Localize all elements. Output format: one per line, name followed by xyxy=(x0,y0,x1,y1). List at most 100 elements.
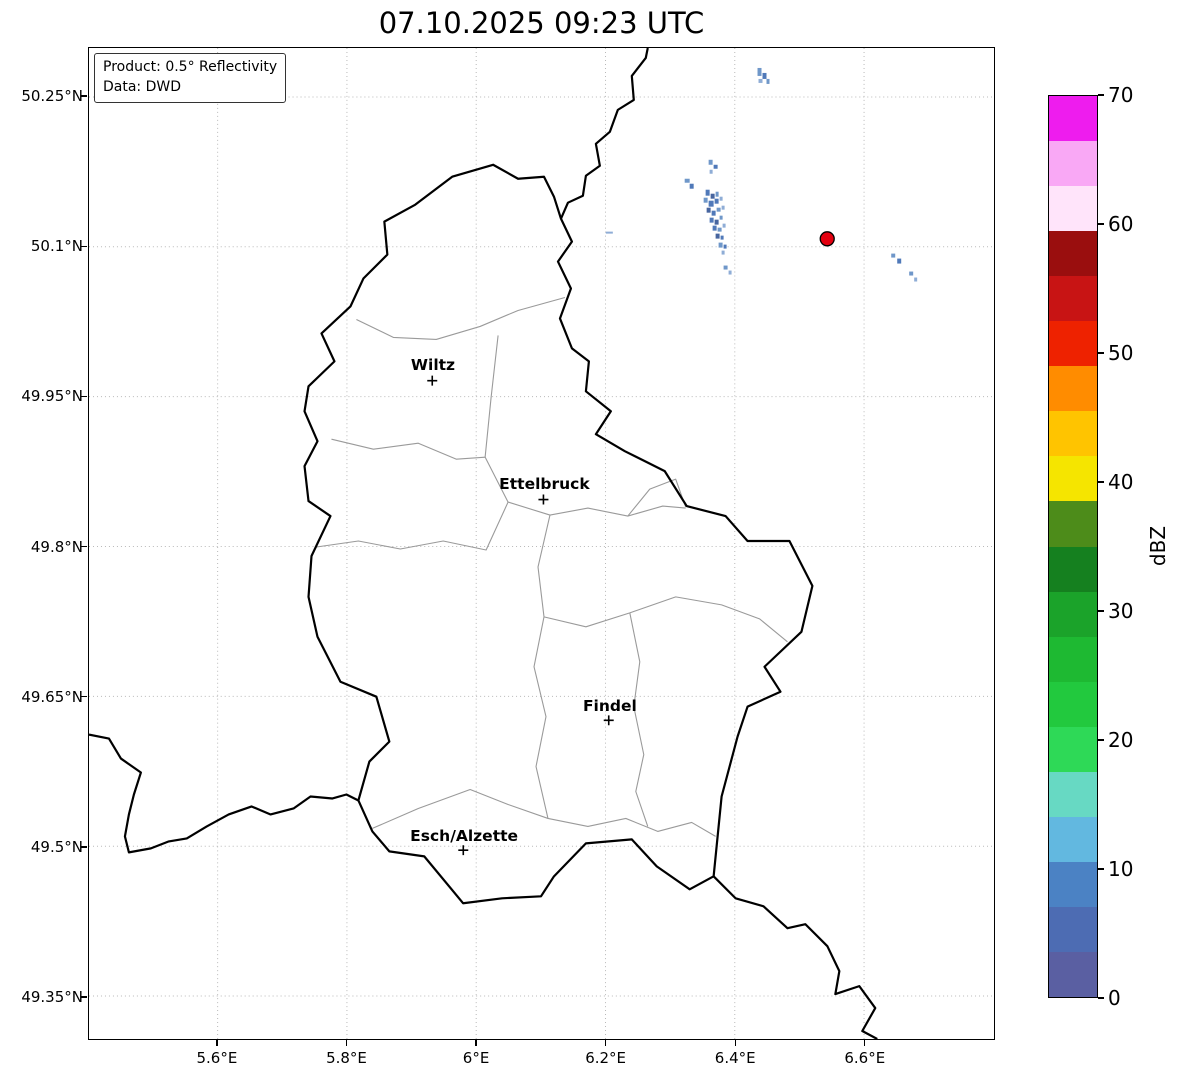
city-markers xyxy=(427,375,614,856)
x-tick-mark xyxy=(734,1040,736,1046)
radar-echo-cell xyxy=(712,225,717,231)
colorbar-tick-mark xyxy=(1098,997,1104,999)
radar-echo-cell xyxy=(709,169,713,174)
radar-echo-cell xyxy=(708,159,713,165)
map-canvas xyxy=(89,48,994,1039)
colorbar-tick-label: 70 xyxy=(1108,83,1134,107)
colorbar-tick-mark xyxy=(1098,223,1104,225)
radar-echo-cell xyxy=(914,277,918,282)
colorbar xyxy=(1048,95,1098,998)
district-border-line xyxy=(507,501,686,517)
luxembourg-outline xyxy=(303,163,814,905)
radar-echo-cell xyxy=(909,271,914,276)
radar-echo-cell xyxy=(708,200,714,207)
radar-echo-cell xyxy=(721,205,725,210)
figure-title: 07.10.2025 09:23 UTC xyxy=(378,6,705,40)
colorbar-band xyxy=(1049,771,1097,817)
colorbar-tick-label: 20 xyxy=(1108,728,1134,752)
colorbar-band xyxy=(1049,276,1097,322)
radar-echo-cell xyxy=(605,231,613,234)
radar-echo-cell xyxy=(715,233,720,239)
colorbar-tick-label: 40 xyxy=(1108,470,1134,494)
radar-echo-cell xyxy=(711,210,716,216)
x-tick-mark xyxy=(605,1040,607,1046)
radar-echoes xyxy=(605,67,918,282)
x-tick-mark xyxy=(475,1040,477,1046)
colorbar-band xyxy=(1049,366,1097,412)
y-tick-mark xyxy=(81,696,87,698)
colorbar-tick-mark xyxy=(1098,868,1104,870)
radar-echo-cell xyxy=(689,183,694,189)
x-tick-label: 6.4°E xyxy=(714,1049,756,1067)
colorbar-band xyxy=(1049,411,1097,457)
france-belgium-border xyxy=(89,733,359,854)
city-marker xyxy=(603,715,614,726)
colorbar-tick-label: 30 xyxy=(1108,599,1134,623)
map-plot: Wiltz Ettelbruck Findel Esch/Alzette Produc… xyxy=(88,47,995,1040)
colorbar-tick-mark xyxy=(1098,352,1104,354)
colorbar-tick-label: 60 xyxy=(1108,212,1134,236)
colorbar-band xyxy=(1049,186,1097,232)
radar-echo-cell xyxy=(710,193,715,199)
district-border-line xyxy=(484,335,509,503)
radar-echo-cell xyxy=(723,244,727,249)
colorbar-tick-mark xyxy=(1098,739,1104,741)
colorbar-band xyxy=(1049,861,1097,907)
city-marker xyxy=(427,375,438,386)
y-tick-label: 49.95°N xyxy=(21,387,83,406)
y-tick-mark xyxy=(81,545,87,548)
radar-echo-cell xyxy=(721,250,725,255)
x-tick-label: 6.2°E xyxy=(585,1049,627,1067)
radar-echo-cell xyxy=(718,242,723,248)
district-border-line xyxy=(331,438,486,460)
radar-echo-cell xyxy=(762,72,767,79)
y-tick-mark xyxy=(81,95,87,97)
legend-box: Product: 0.5° Reflectivity Data: DWD xyxy=(94,53,287,103)
district-border-line xyxy=(533,514,551,819)
colorbar-band xyxy=(1049,906,1097,952)
gridlines xyxy=(89,48,994,1039)
colorbar-band xyxy=(1049,681,1097,727)
colorbar-band xyxy=(1049,231,1097,277)
city-marker xyxy=(538,494,549,505)
y-tick-mark xyxy=(81,395,87,398)
radar-echo-cell xyxy=(722,223,726,228)
france-germany-border xyxy=(712,875,878,1039)
district-border-line xyxy=(629,612,649,827)
radar-echo-cell xyxy=(706,207,711,213)
x-tick-mark xyxy=(345,1040,348,1046)
radar-echo-cell xyxy=(720,235,724,240)
radar-echo-cell xyxy=(716,207,721,212)
colorbar-unit-label: dBZ xyxy=(1146,525,1170,567)
x-tick-mark xyxy=(864,1040,866,1046)
colorbar-scale xyxy=(1049,96,1097,997)
y-tick-label: 49.35°N xyxy=(21,987,83,1006)
district-border-line xyxy=(627,478,687,517)
radar-echo-cell xyxy=(766,78,770,84)
city-marker xyxy=(458,845,469,856)
district-border-line xyxy=(316,501,509,551)
belgium-germany-border xyxy=(559,48,649,220)
radar-echo-cell xyxy=(714,219,719,225)
colorbar-band xyxy=(1049,96,1097,142)
colorbar-band xyxy=(1049,951,1097,997)
y-tick-mark xyxy=(81,245,87,247)
radar-echo-cell xyxy=(717,227,722,232)
radar-echo-cell xyxy=(719,196,723,201)
y-tick-mark xyxy=(81,846,87,848)
y-tick-label: 49.8°N xyxy=(30,537,83,556)
colorbar-band xyxy=(1049,726,1097,772)
y-tick-mark xyxy=(81,996,87,998)
legend-source-line: Data: DWD xyxy=(103,79,181,96)
colorbar-tick-mark xyxy=(1098,481,1104,483)
radar-echo-cell xyxy=(713,164,718,169)
x-tick-label: 6.6°E xyxy=(844,1049,886,1067)
radar-site-marker xyxy=(819,231,835,247)
colorbar-tick-label: 10 xyxy=(1108,857,1134,881)
radar-echo-cell xyxy=(758,78,763,83)
colorbar-tick-label: 0 xyxy=(1108,986,1121,1010)
x-tick-label: 6°E xyxy=(462,1049,490,1067)
district-border-line xyxy=(543,596,788,643)
legend-product-line: Product: 0.5° Reflectivity xyxy=(103,59,278,75)
